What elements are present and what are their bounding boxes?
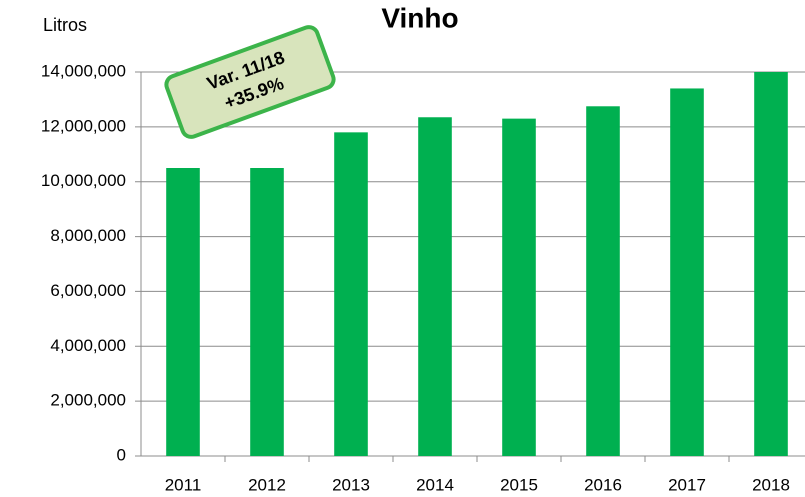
y-tick-label: 10,000,000 (41, 171, 126, 190)
x-tick-label: 2018 (752, 475, 790, 494)
y-tick-label: 2,000,000 (50, 391, 126, 410)
annotation: Var. 11/18 +35.9% (164, 25, 336, 139)
x-tick-label: 2012 (248, 475, 286, 494)
x-tick-label: 2014 (416, 475, 454, 494)
y-tick-label: 4,000,000 (50, 336, 126, 355)
x-tick-label: 2013 (332, 475, 370, 494)
y-tick-label: 8,000,000 (50, 226, 126, 245)
y-tick-label: 14,000,000 (41, 61, 126, 80)
bar (586, 106, 620, 457)
y-axis-label: Litros (43, 15, 87, 35)
x-tick-label: 2011 (165, 475, 202, 494)
x-tick-label: 2015 (500, 475, 538, 494)
bar (250, 168, 284, 456)
bar (166, 168, 200, 456)
bar (670, 88, 704, 456)
chart-title: Vinho (381, 2, 458, 33)
x-tick-label: 2017 (668, 475, 706, 494)
bar (334, 132, 368, 457)
annotation-box (164, 25, 336, 139)
bar (502, 118, 536, 456)
bar (754, 72, 788, 456)
y-tick-label: 6,000,000 (50, 281, 126, 300)
y-tick-label: 0 (117, 445, 126, 464)
y-tick-label: 12,000,000 (41, 116, 126, 135)
plot-area: 0 2,000,000 4,000,000 6,000,000 8,000,000 10,… (41, 61, 805, 494)
x-tick-label: 2016 (584, 475, 622, 494)
bar (418, 117, 452, 456)
